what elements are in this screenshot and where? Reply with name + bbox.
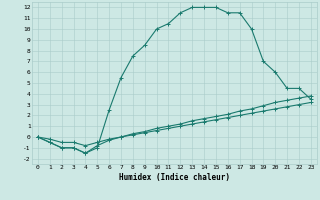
X-axis label: Humidex (Indice chaleur): Humidex (Indice chaleur) [119,173,230,182]
